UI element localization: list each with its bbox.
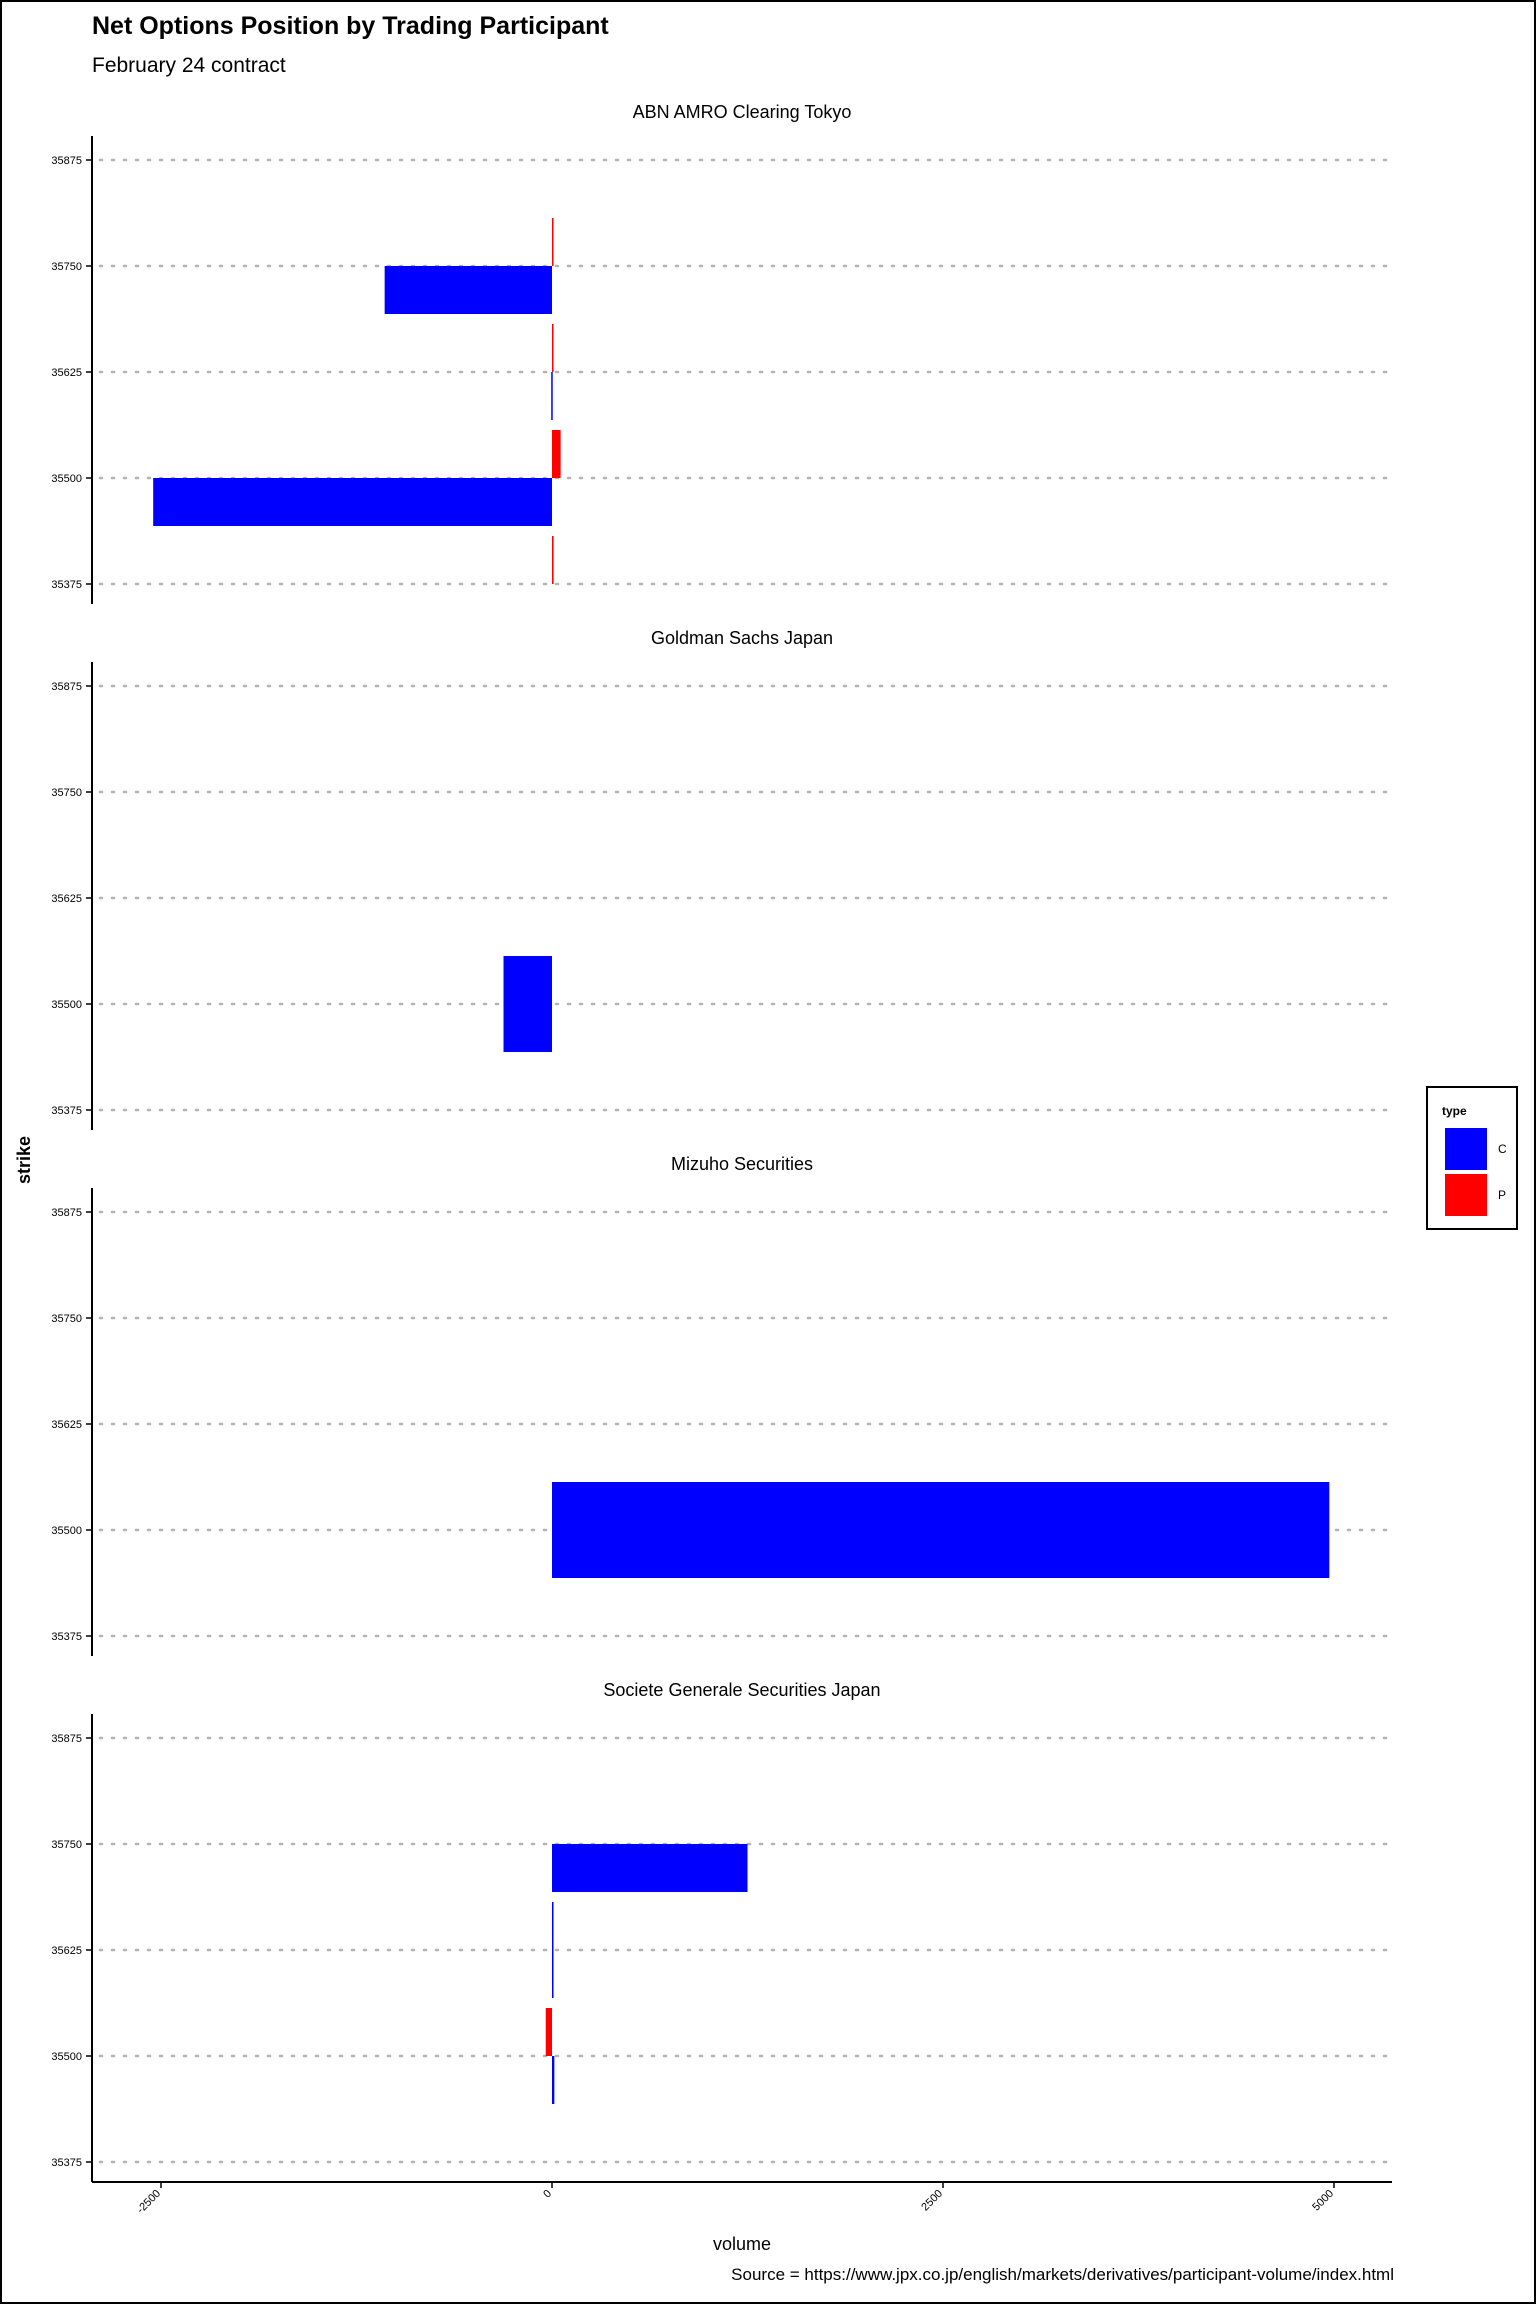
bar-c-35500 [153,478,552,526]
legend-label-c: C [1498,1142,1507,1156]
panel-title: ABN AMRO Clearing Tokyo [633,102,852,122]
source-note: Source = https://www.jpx.co.jp/english/m… [731,2265,1394,2284]
panel-title: Goldman Sachs Japan [651,628,833,648]
bar-p-35375 [552,536,554,584]
x-tick-label: -2500 [135,2188,163,2216]
x-tick-label: 2500 [919,2188,945,2214]
y-tick-label: 35375 [51,1631,82,1643]
panel-title: Societe Generale Securities Japan [603,1680,880,1700]
y-tick-label: 35875 [51,1207,82,1219]
legend-key-p [1445,1174,1487,1216]
y-tick-label: 35750 [51,1839,82,1851]
bar-p-35500 [552,430,561,478]
bar-c-35625 [551,372,553,420]
y-tick-label: 35875 [51,155,82,167]
y-tick-label: 35750 [51,1313,82,1325]
legend: type C P [1426,1086,1518,1230]
bar-c-35750 [384,266,552,314]
x-tick-label: 0 [541,2188,554,2201]
y-tick-label: 35500 [51,1525,82,1537]
chart-subtitle: February 24 contract [92,54,286,77]
legend-label-p: P [1498,1188,1507,1202]
bar-c-35500 [503,956,552,1052]
y-axis-title: strike [14,1136,34,1184]
bar-p-35625 [552,324,554,372]
legend-title: type [1442,1104,1467,1118]
y-tick-label: 35375 [51,2157,82,2169]
x-tick-label: 5000 [1310,2188,1336,2214]
bar-p-35500 [545,2008,552,2056]
y-tick-label: 35625 [51,367,82,379]
bar-c-35500 [552,1482,1330,1578]
bar-c-35625 [552,1902,554,1998]
y-tick-label: 35750 [51,261,82,273]
y-tick-label: 35625 [51,1945,82,1957]
y-tick-label: 35500 [51,2051,82,2063]
y-tick-label: 35875 [51,1733,82,1745]
panel-title: Mizuho Securities [671,1154,813,1174]
y-tick-label: 35875 [51,681,82,693]
y-tick-label: 35500 [51,473,82,485]
bar-c-35500 [552,2056,555,2104]
x-axis-title: volume [713,2234,771,2254]
y-tick-label: 35625 [51,893,82,905]
y-tick-label: 35375 [51,1105,82,1117]
legend-key-c [1445,1128,1487,1170]
bar-c-35750 [552,1844,748,1892]
y-tick-label: 35750 [51,787,82,799]
bar-p-35750 [552,218,554,266]
chart-title: Net Options Position by Trading Particip… [92,12,609,40]
y-tick-label: 35500 [51,999,82,1011]
y-tick-label: 35375 [51,579,82,591]
y-tick-label: 35625 [51,1419,82,1431]
